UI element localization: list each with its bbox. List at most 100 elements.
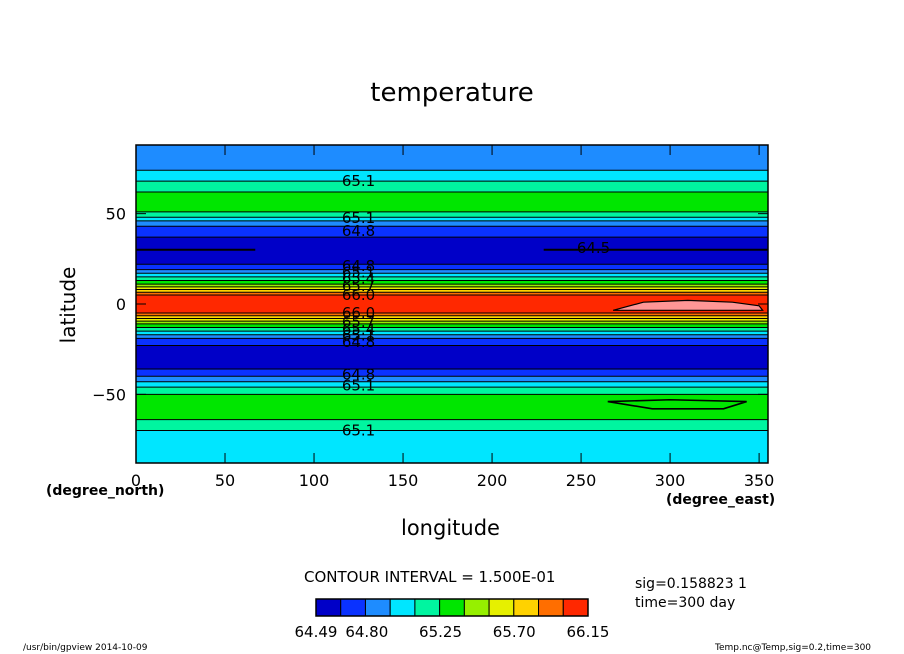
contour-band <box>136 181 768 193</box>
contour-band <box>136 280 768 285</box>
contour-band <box>136 237 768 265</box>
contour-band <box>136 381 768 388</box>
contour-band <box>136 318 768 322</box>
contour-band <box>136 321 768 325</box>
contour-lines <box>136 169 768 431</box>
contour-band <box>136 217 768 222</box>
y-tick-label: 0 <box>116 295 126 314</box>
contour-label: 64.8 <box>342 257 375 275</box>
colorbar-label: 64.49 <box>295 623 338 641</box>
y-unit-label: (degree_north) <box>46 483 165 499</box>
contour-label: 65.1 <box>342 263 375 281</box>
contour-label: 65.1 <box>342 327 375 345</box>
contour-band <box>136 226 768 238</box>
contour-band <box>136 331 768 336</box>
contour-interval: CONTOUR INTERVAL = 1.500E-01 <box>304 568 556 586</box>
contour-band <box>136 292 768 296</box>
colorbar-label: 65.70 <box>493 623 536 641</box>
colorbar-swatch <box>562 598 589 617</box>
max-region <box>612 299 764 311</box>
colorbar-swatch <box>513 598 540 617</box>
x-tick-label: 50 <box>215 471 235 490</box>
contour-band <box>136 284 768 288</box>
chart-title: temperature <box>370 78 534 108</box>
contour-label: 65.7 <box>342 277 375 295</box>
contour-band <box>136 273 768 278</box>
contour-band <box>136 345 768 370</box>
x-axis-label: longitude <box>401 516 500 540</box>
contour-label: 65.1 <box>342 421 375 439</box>
y-axis-label: latitude <box>56 266 80 344</box>
x-tick-label: 150 <box>388 471 419 490</box>
footer-right: Temp.nc@Temp,sig=0.2,time=300 <box>715 643 872 653</box>
contour-band <box>136 145 768 171</box>
colorbar-swatch <box>439 598 465 617</box>
contour-band <box>136 276 768 282</box>
x-tick-label: 0 <box>131 471 141 490</box>
contour-band <box>136 387 768 395</box>
colorbar-swatch <box>364 598 391 617</box>
contour-band <box>136 419 768 432</box>
contour-label: 64.5 <box>577 239 610 257</box>
contour-band <box>136 313 768 317</box>
contour-band <box>136 315 768 320</box>
closed-contour <box>607 398 747 410</box>
footer-left: /usr/bin/gpview 2014-10-09 <box>23 643 148 653</box>
time-info: time=300 day <box>635 595 736 611</box>
x-tick-label: 200 <box>477 471 508 490</box>
x-tick-label: 250 <box>566 471 597 490</box>
colorbar-label: 64.80 <box>345 623 388 641</box>
contour-band <box>136 286 768 291</box>
colorbar-label: 66.15 <box>567 623 610 641</box>
contour-label: 66.0 <box>342 286 375 304</box>
y-tick-label: −50 <box>92 385 126 404</box>
contour-band <box>136 334 768 339</box>
contour-label: 64.8 <box>342 222 375 240</box>
colorbar-label: 65.25 <box>419 623 462 641</box>
contour-band <box>136 269 768 274</box>
contour-band <box>136 191 768 213</box>
colorbar-swatch <box>389 598 416 617</box>
colorbar-frame <box>315 598 589 617</box>
contour-band <box>136 170 768 182</box>
colorbar-swatch <box>340 598 366 617</box>
contour-band <box>136 394 768 421</box>
contour-band <box>136 369 768 377</box>
colorbar: 64.49 64.80 65.25 65.70 66.15 <box>295 598 610 641</box>
y-tick-label: 50 <box>106 205 126 224</box>
colorbar-swatch <box>488 598 515 617</box>
colorbar-swatch <box>463 598 490 617</box>
contour-band <box>136 289 768 293</box>
x-tick-label: 350 <box>744 471 775 490</box>
contour-label: 65.1 <box>342 172 375 190</box>
contour-label: 65.7 <box>342 313 375 331</box>
contour-band <box>136 376 768 383</box>
colorbar-swatch <box>315 598 342 617</box>
contour-band <box>136 264 768 271</box>
contour-label: 65.1 <box>342 209 375 227</box>
contour-label: 65.4 <box>342 270 375 288</box>
x-unit-label: (degree_east) <box>666 492 776 508</box>
contour-band <box>136 327 768 332</box>
colorbar-swatch <box>538 598 564 617</box>
x-axis-ticks: 0 50 100 150 200 250 300 350 <box>131 145 774 490</box>
contour-band <box>136 430 768 463</box>
contour-label: 64.8 <box>342 333 375 351</box>
colorbar-swatch <box>414 598 441 617</box>
contour-band <box>136 211 768 218</box>
contour-band <box>136 323 768 329</box>
contour-labels: 65.165.164.864.564.865.165.465.766.066.0… <box>342 172 610 439</box>
contour-label: 65.1 <box>342 376 375 394</box>
contour-fill-bands <box>136 145 768 463</box>
sig-info: sig=0.158823 1 <box>635 576 747 592</box>
contour-band <box>136 220 768 227</box>
y-axis-ticks: 50 0 −50 <box>92 205 768 404</box>
contour-label: 64.8 <box>342 365 375 383</box>
contour-band <box>136 294 768 314</box>
contour-label: 65.4 <box>342 320 375 338</box>
x-tick-label: 100 <box>299 471 330 490</box>
contour-label: 66.0 <box>342 304 375 322</box>
x-tick-label: 300 <box>655 471 686 490</box>
contour-band <box>136 338 768 347</box>
